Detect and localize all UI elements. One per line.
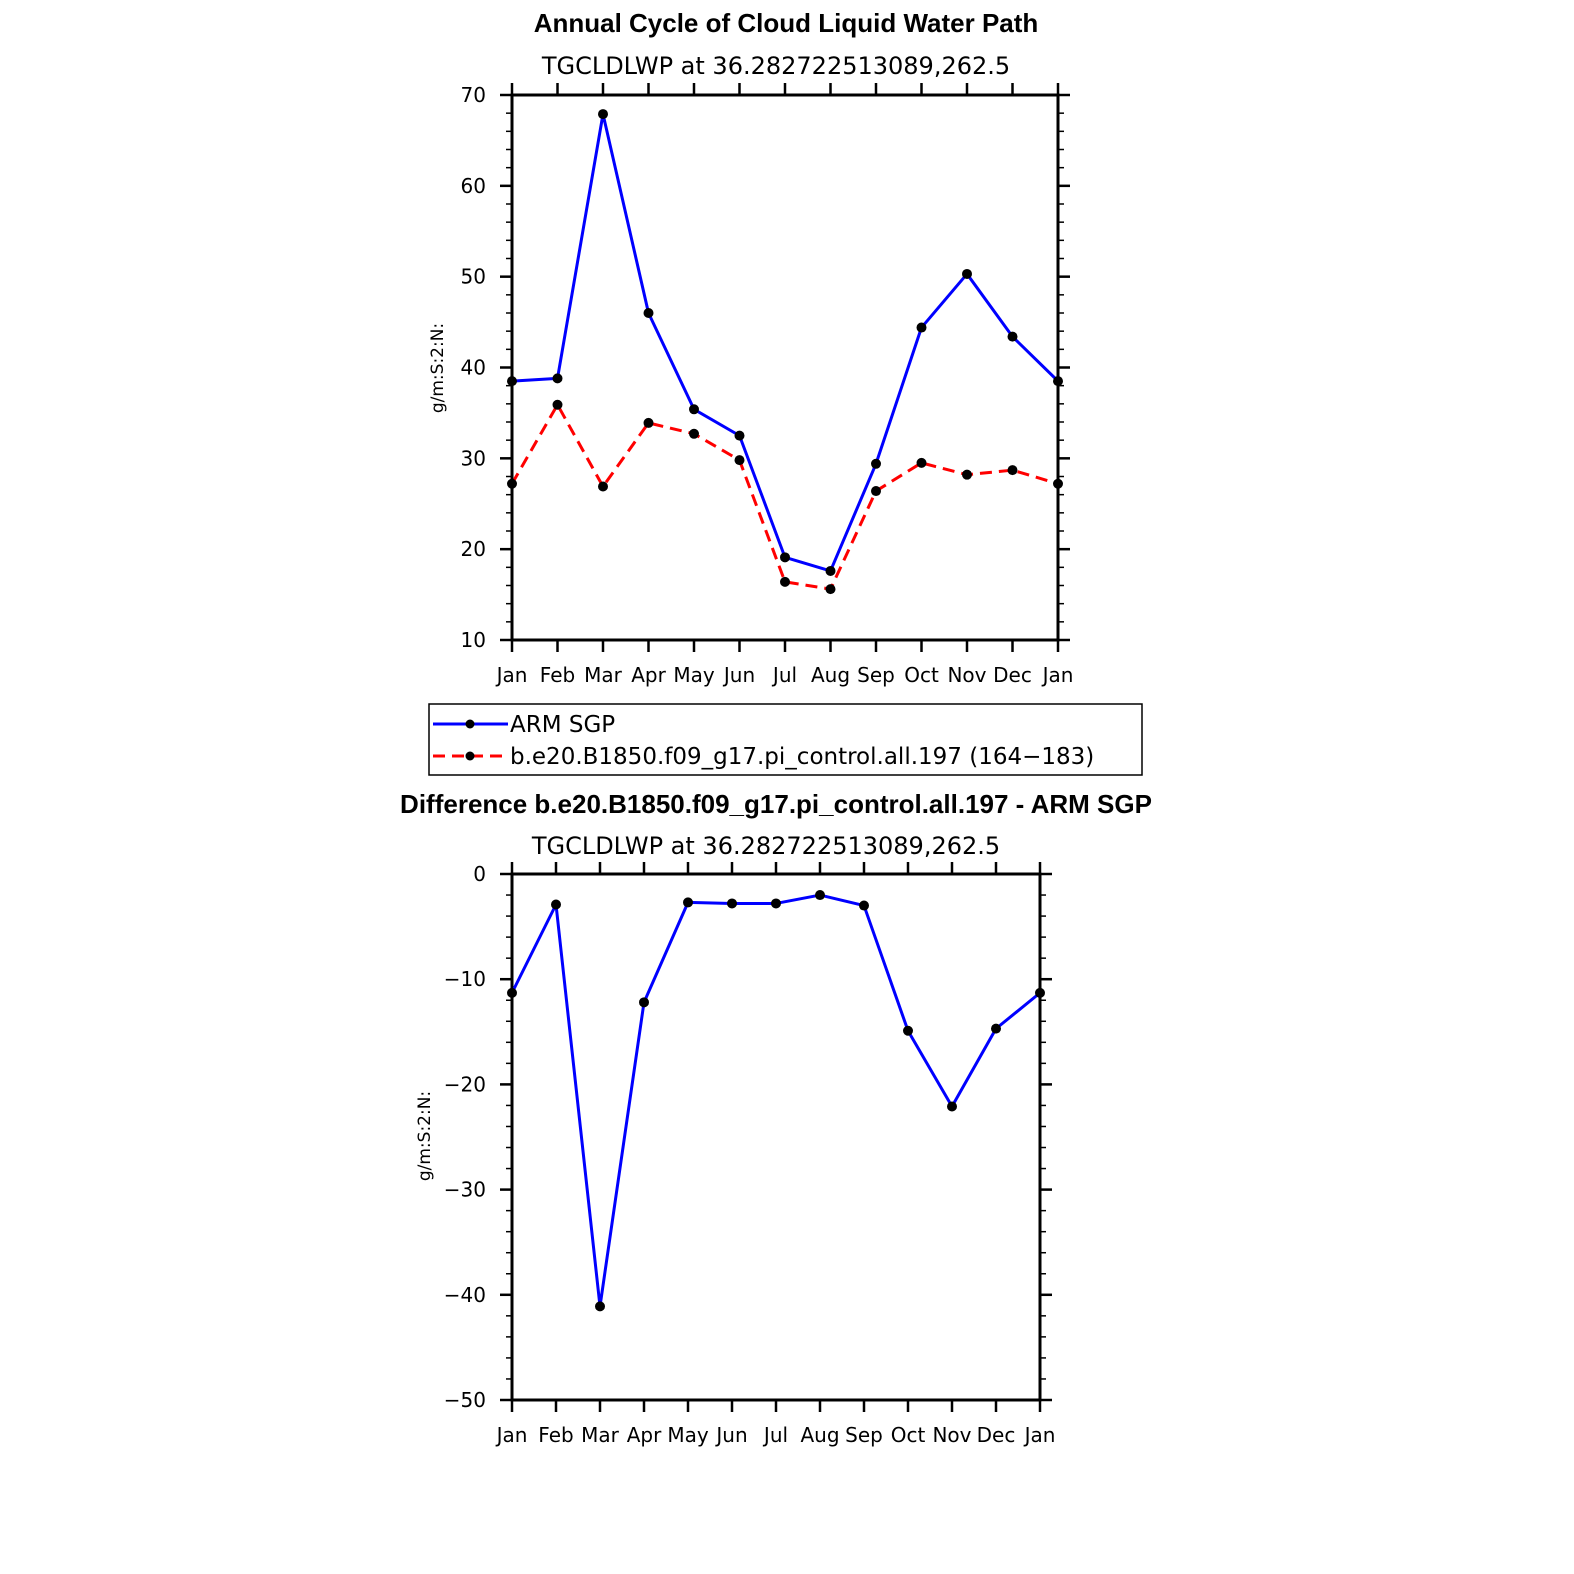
x-tick-label: Jan [495,663,528,687]
data-point [780,552,790,563]
data-point [825,565,836,576]
data-point [639,997,649,1008]
data-point [734,430,745,441]
legend-box [428,703,1143,776]
x-tick-label: Mar [581,1423,620,1447]
plot-frame [510,872,1042,1402]
x-tick-label: Jan [1041,663,1074,687]
data-point [598,109,608,120]
y-tick-label: 50 [461,265,486,289]
x-tick-label: Nov [932,1423,971,1447]
x-tick-label: May [673,663,715,687]
data-point [947,1101,957,1112]
y-tick-label: 20 [461,537,486,561]
data-point [962,268,972,279]
series-line-0 [511,112,1060,573]
data-point [552,399,563,410]
x-tick-label: Apr [627,1423,662,1447]
x-tick-label: Jul [771,663,797,687]
data-point [643,417,654,428]
y-axis-label: g/m:S:2:N: [428,323,448,413]
x-tick-label: Apr [631,663,666,687]
legend-label-model: b.e20.B1850.f09_g17.pi_control.all.197 (… [510,744,1094,770]
x-tick-label: Feb [540,663,575,687]
data-point [552,373,563,384]
y-tick-label: −10 [444,967,486,991]
data-point [683,897,693,908]
data-point [507,376,517,387]
y-tick-label: −50 [444,1388,486,1412]
data-point [780,576,790,587]
x-tick-label: Sep [845,1423,883,1447]
data-point [689,404,699,415]
data-point [991,1023,1001,1034]
x-tick-label: Sep [857,663,895,687]
y-tick-label: 0 [473,862,486,886]
data-point [916,322,927,333]
data-point [825,584,836,595]
x-tick-label: Oct [904,663,939,687]
y-tick-label: −30 [444,1178,486,1202]
legend: ARM SGP b.e20.B1850.f09_g17.pi_control.a… [428,703,1143,776]
data-point [507,987,517,998]
legend-marker-model [465,751,475,761]
x-tick-label: Aug [811,663,850,687]
data-point [1007,331,1018,342]
x-tick-label: Jun [722,663,755,687]
x-tick-label: May [667,1423,709,1447]
x-tick-label: Dec [977,1423,1016,1447]
y-tick-label: −20 [444,1072,486,1096]
series-line-0 [510,893,1041,1308]
data-point [815,890,825,901]
chart-title: Annual Cycle of Cloud Liquid Water Path [534,8,1039,38]
bottom-chart: Difference b.e20.B1850.f09_g17.pi_contro… [400,789,1152,1447]
data-point [1053,478,1063,489]
y-tick-label: 40 [461,356,486,380]
data-point [903,1025,913,1036]
legend-marker-arm-sgp [465,719,475,729]
data-point [1053,376,1063,387]
x-tick-label: Jun [714,1423,747,1447]
x-tick-label: Oct [891,1423,926,1447]
data-point [1035,987,1045,998]
y-tick-label: 70 [461,83,486,107]
data-point [859,900,869,911]
chart-title: Difference b.e20.B1850.f09_g17.pi_contro… [400,789,1152,819]
data-point [595,1301,605,1312]
x-tick-label: Mar [584,663,623,687]
data-point [1007,465,1018,476]
y-tick-label: 60 [461,174,486,198]
x-tick-label: Jan [495,1423,528,1447]
x-tick-label: Feb [538,1423,573,1447]
x-tick-label: Jul [762,1423,788,1447]
x-tick-label: Aug [800,1423,839,1447]
data-point [916,457,927,468]
data-point [962,469,972,480]
x-tick-label: Jan [1023,1423,1056,1447]
data-point [643,308,654,318]
data-point [551,899,561,910]
x-tick-label: Dec [993,663,1032,687]
y-tick-label: −40 [444,1283,486,1307]
data-point [727,898,737,909]
data-point [598,481,608,492]
chart-subtitle: TGCLDLWP at 36.282722513089,262.5 [531,832,1000,860]
y-axis-label: g/m:S:2:N: [415,1091,435,1181]
x-tick-label: Nov [947,663,986,687]
y-tick-label: 30 [461,446,486,470]
data-point [689,428,699,439]
y-tick-label: 10 [461,628,486,652]
data-point [771,898,781,909]
top-chart: Annual Cycle of Cloud Liquid Water Path … [428,8,1073,687]
data-point [871,458,881,469]
data-point [734,455,745,466]
legend-label-arm-sgp: ARM SGP [510,712,615,738]
data-point [507,478,517,489]
chart-subtitle: TGCLDLWP at 36.282722513089,262.5 [541,52,1010,80]
data-point [871,486,881,497]
